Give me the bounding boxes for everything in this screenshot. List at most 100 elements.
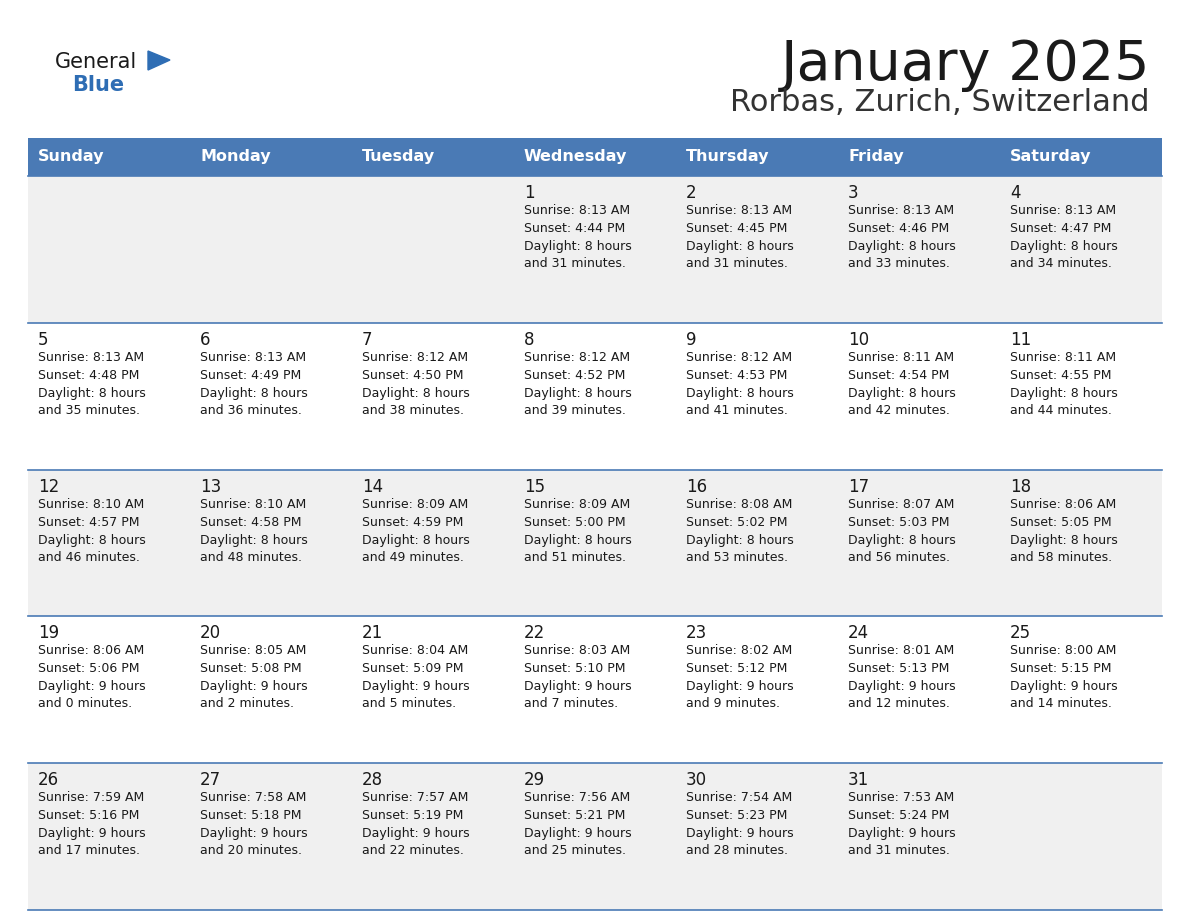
Text: Sunset: 4:58 PM: Sunset: 4:58 PM <box>200 516 302 529</box>
Text: Sunset: 5:23 PM: Sunset: 5:23 PM <box>685 809 788 823</box>
Text: Daylight: 9 hours: Daylight: 9 hours <box>362 680 469 693</box>
Text: Sunset: 4:44 PM: Sunset: 4:44 PM <box>524 222 625 235</box>
Text: 25: 25 <box>1010 624 1031 643</box>
Text: Sunrise: 8:11 AM: Sunrise: 8:11 AM <box>848 351 954 364</box>
Text: 23: 23 <box>685 624 707 643</box>
Text: Daylight: 8 hours: Daylight: 8 hours <box>1010 533 1118 546</box>
Text: and 9 minutes.: and 9 minutes. <box>685 698 781 711</box>
Text: Sunset: 4:45 PM: Sunset: 4:45 PM <box>685 222 788 235</box>
Text: and 46 minutes.: and 46 minutes. <box>38 551 140 564</box>
Text: Daylight: 8 hours: Daylight: 8 hours <box>38 386 146 400</box>
Text: Sunset: 5:21 PM: Sunset: 5:21 PM <box>524 809 625 823</box>
Text: Daylight: 9 hours: Daylight: 9 hours <box>685 680 794 693</box>
Text: and 7 minutes.: and 7 minutes. <box>524 698 618 711</box>
Text: and 14 minutes.: and 14 minutes. <box>1010 698 1112 711</box>
Bar <box>29 323 1162 470</box>
Text: Thursday: Thursday <box>685 150 770 164</box>
Text: 24: 24 <box>848 624 870 643</box>
Text: and 36 minutes.: and 36 minutes. <box>200 404 302 417</box>
Text: Sunrise: 8:13 AM: Sunrise: 8:13 AM <box>685 204 792 217</box>
Text: Sunset: 5:19 PM: Sunset: 5:19 PM <box>362 809 463 823</box>
Text: 18: 18 <box>1010 477 1031 496</box>
Text: 12: 12 <box>38 477 59 496</box>
Text: Sunrise: 7:58 AM: Sunrise: 7:58 AM <box>200 791 307 804</box>
Text: 13: 13 <box>200 477 221 496</box>
Text: Sunset: 5:24 PM: Sunset: 5:24 PM <box>848 809 949 823</box>
Text: Sunrise: 7:54 AM: Sunrise: 7:54 AM <box>685 791 792 804</box>
Text: Daylight: 8 hours: Daylight: 8 hours <box>848 533 956 546</box>
Text: 19: 19 <box>38 624 59 643</box>
Text: Daylight: 8 hours: Daylight: 8 hours <box>685 386 794 400</box>
Text: 4: 4 <box>1010 184 1020 202</box>
Text: Daylight: 8 hours: Daylight: 8 hours <box>848 240 956 253</box>
Text: Sunrise: 8:09 AM: Sunrise: 8:09 AM <box>362 498 468 510</box>
Text: 21: 21 <box>362 624 384 643</box>
Text: Monday: Monday <box>200 150 271 164</box>
Text: and 51 minutes.: and 51 minutes. <box>524 551 626 564</box>
Text: Sunset: 4:54 PM: Sunset: 4:54 PM <box>848 369 949 382</box>
Text: 2: 2 <box>685 184 696 202</box>
Text: and 53 minutes.: and 53 minutes. <box>685 551 788 564</box>
Text: Daylight: 8 hours: Daylight: 8 hours <box>848 386 956 400</box>
Text: Sunrise: 7:53 AM: Sunrise: 7:53 AM <box>848 791 954 804</box>
Text: Sunset: 5:08 PM: Sunset: 5:08 PM <box>200 663 302 676</box>
Text: 10: 10 <box>848 330 870 349</box>
Text: 15: 15 <box>524 477 545 496</box>
Text: Sunset: 4:50 PM: Sunset: 4:50 PM <box>362 369 463 382</box>
Text: Sunrise: 8:13 AM: Sunrise: 8:13 AM <box>848 204 954 217</box>
Text: and 25 minutes.: and 25 minutes. <box>524 845 626 857</box>
Text: Sunrise: 7:56 AM: Sunrise: 7:56 AM <box>524 791 631 804</box>
Text: Sunrise: 8:07 AM: Sunrise: 8:07 AM <box>848 498 954 510</box>
Text: Daylight: 8 hours: Daylight: 8 hours <box>38 533 146 546</box>
Text: Daylight: 9 hours: Daylight: 9 hours <box>524 680 632 693</box>
Text: Sunrise: 8:09 AM: Sunrise: 8:09 AM <box>524 498 631 510</box>
Text: and 49 minutes.: and 49 minutes. <box>362 551 463 564</box>
Text: 22: 22 <box>524 624 545 643</box>
Text: 6: 6 <box>200 330 210 349</box>
Text: Daylight: 8 hours: Daylight: 8 hours <box>200 386 308 400</box>
Bar <box>1000 138 1162 176</box>
Bar <box>190 138 352 176</box>
Text: Daylight: 9 hours: Daylight: 9 hours <box>685 827 794 840</box>
Text: and 28 minutes.: and 28 minutes. <box>685 845 788 857</box>
Text: 16: 16 <box>685 477 707 496</box>
Text: Daylight: 9 hours: Daylight: 9 hours <box>848 827 955 840</box>
Text: Sunset: 4:59 PM: Sunset: 4:59 PM <box>362 516 463 529</box>
Text: Sunrise: 8:12 AM: Sunrise: 8:12 AM <box>685 351 792 364</box>
Text: Saturday: Saturday <box>1010 150 1092 164</box>
Text: and 42 minutes.: and 42 minutes. <box>848 404 950 417</box>
Text: Wednesday: Wednesday <box>524 150 627 164</box>
Text: and 34 minutes.: and 34 minutes. <box>1010 257 1112 270</box>
Text: 8: 8 <box>524 330 535 349</box>
Text: Daylight: 8 hours: Daylight: 8 hours <box>524 386 632 400</box>
Text: and 58 minutes.: and 58 minutes. <box>1010 551 1112 564</box>
Text: and 31 minutes.: and 31 minutes. <box>524 257 626 270</box>
Text: January 2025: January 2025 <box>781 38 1150 92</box>
Bar <box>352 138 514 176</box>
Text: 11: 11 <box>1010 330 1031 349</box>
Text: Rorbas, Zurich, Switzerland: Rorbas, Zurich, Switzerland <box>731 88 1150 117</box>
Text: Tuesday: Tuesday <box>362 150 435 164</box>
Text: and 20 minutes.: and 20 minutes. <box>200 845 302 857</box>
Bar <box>29 470 1162 616</box>
Bar <box>514 138 676 176</box>
Text: Sunrise: 8:11 AM: Sunrise: 8:11 AM <box>1010 351 1116 364</box>
Bar <box>29 616 1162 763</box>
Text: and 17 minutes.: and 17 minutes. <box>38 845 140 857</box>
Text: Daylight: 8 hours: Daylight: 8 hours <box>685 240 794 253</box>
Text: Sunrise: 8:12 AM: Sunrise: 8:12 AM <box>362 351 468 364</box>
Text: and 5 minutes.: and 5 minutes. <box>362 698 456 711</box>
Text: Sunset: 4:48 PM: Sunset: 4:48 PM <box>38 369 139 382</box>
Text: Daylight: 8 hours: Daylight: 8 hours <box>362 533 469 546</box>
Text: Sunset: 4:53 PM: Sunset: 4:53 PM <box>685 369 788 382</box>
Text: and 39 minutes.: and 39 minutes. <box>524 404 626 417</box>
Text: and 56 minutes.: and 56 minutes. <box>848 551 950 564</box>
Text: Sunset: 4:49 PM: Sunset: 4:49 PM <box>200 369 302 382</box>
Text: Sunset: 5:13 PM: Sunset: 5:13 PM <box>848 663 949 676</box>
Text: Sunrise: 8:01 AM: Sunrise: 8:01 AM <box>848 644 954 657</box>
Text: Sunset: 4:47 PM: Sunset: 4:47 PM <box>1010 222 1112 235</box>
Text: Sunset: 4:46 PM: Sunset: 4:46 PM <box>848 222 949 235</box>
Text: Sunrise: 8:06 AM: Sunrise: 8:06 AM <box>38 644 144 657</box>
Text: Sunset: 5:09 PM: Sunset: 5:09 PM <box>362 663 463 676</box>
Text: 30: 30 <box>685 771 707 789</box>
